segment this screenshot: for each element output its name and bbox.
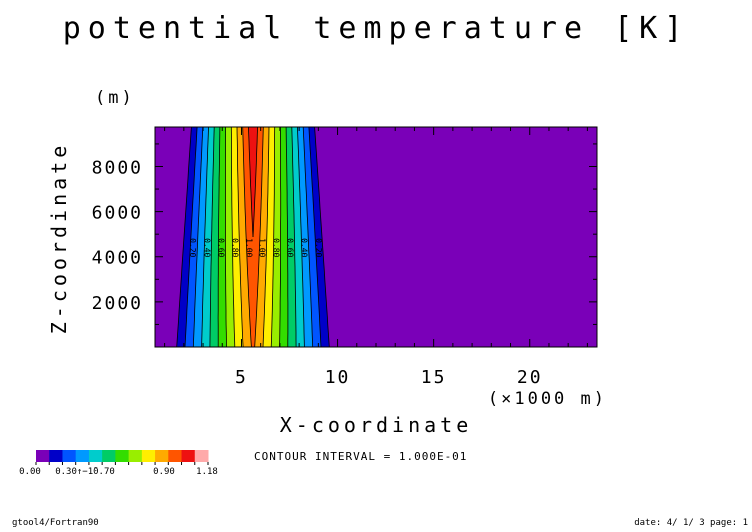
contour-line bbox=[176, 126, 192, 348]
contour-label: 0.20 bbox=[314, 238, 323, 257]
contour-label: 0.80 bbox=[230, 238, 239, 257]
contour-line bbox=[302, 126, 314, 348]
contour-label: 0.80 bbox=[272, 238, 281, 257]
colorbar-label-min: 0.00 bbox=[19, 467, 41, 477]
contour-line bbox=[254, 126, 264, 348]
y-tick-label: 6000 bbox=[92, 203, 143, 224]
contour-label: 1.00 bbox=[258, 238, 267, 257]
colorbar-swatch bbox=[128, 450, 143, 462]
colorbar-swatch bbox=[115, 450, 130, 462]
contour-line bbox=[242, 126, 252, 348]
contour-interval-text: CONTOUR INTERVAL = 1.000E-01 bbox=[254, 450, 467, 463]
y-tick-labels: 2000 4000 6000 8000 bbox=[92, 157, 143, 314]
colorbar-swatch bbox=[75, 450, 90, 462]
contour-line bbox=[291, 126, 297, 348]
contour-line bbox=[285, 126, 289, 347]
contour-line bbox=[209, 126, 215, 348]
x-tick-label: 10 bbox=[325, 367, 351, 388]
contour-line bbox=[270, 126, 276, 348]
contour-line bbox=[224, 127, 227, 348]
y-unit-label: (m) bbox=[95, 88, 135, 108]
x-tick-label: 5 bbox=[235, 367, 248, 388]
contour-line bbox=[201, 126, 209, 348]
contour-lines bbox=[176, 126, 330, 348]
contour-line bbox=[308, 126, 322, 348]
contour-line bbox=[184, 126, 198, 348]
colorbar-swatch bbox=[88, 450, 103, 462]
colorbar-swatch bbox=[181, 450, 196, 462]
colorbar-swatch bbox=[168, 450, 183, 462]
contour-label: 0.60 bbox=[216, 238, 225, 257]
axis-ticks bbox=[155, 127, 597, 347]
colorbar-label-max: 1.18 bbox=[196, 467, 218, 477]
contour-line bbox=[248, 126, 254, 238]
x-unit-label: (×1000 m) bbox=[488, 389, 607, 409]
y-axis-label: Z-coordinate bbox=[47, 142, 71, 335]
contour-label: 0.60 bbox=[286, 238, 295, 257]
contour-line bbox=[230, 126, 236, 348]
contour-line bbox=[217, 126, 221, 347]
contour-line bbox=[192, 126, 204, 348]
contour-label: 0.40 bbox=[202, 238, 211, 257]
contour-line bbox=[262, 126, 270, 348]
colorbar-swatch bbox=[155, 450, 169, 462]
chart-title: potential temperature [K] bbox=[63, 11, 690, 46]
colorbar bbox=[35, 450, 209, 465]
x-tick-labels: 5 10 15 20 bbox=[235, 367, 543, 388]
colorbar-swatch bbox=[36, 450, 50, 462]
contour-line bbox=[252, 126, 258, 238]
x-tick-label: 20 bbox=[517, 367, 543, 388]
colorbar-swatch bbox=[102, 450, 116, 462]
contour-line bbox=[279, 127, 282, 348]
x-tick-label: 15 bbox=[421, 367, 447, 388]
band-11 bbox=[248, 127, 258, 230]
contour-label: 0.20 bbox=[188, 238, 197, 257]
footer-right: date: 4/ 1/ 3 page: 1 bbox=[634, 518, 748, 528]
contour-label: 1.00 bbox=[245, 238, 254, 257]
colorbar-label-090: 0.90 bbox=[153, 467, 175, 477]
contour-labels: 0.20 0.40 0.60 0.80 1.00 1.00 0.80 0.60 0.40 0.20 bbox=[188, 238, 323, 257]
x-axis-label: X-coordinate bbox=[280, 413, 473, 437]
y-tick-label: 8000 bbox=[92, 157, 143, 178]
colorbar-swatch bbox=[62, 450, 77, 462]
contour-line bbox=[314, 126, 330, 348]
y-tick-label: 4000 bbox=[92, 248, 143, 269]
colorbar-swatch bbox=[194, 450, 209, 462]
colorbar-label-overlapped: 0.30↑−1̃0.70 bbox=[55, 467, 115, 477]
y-tick-label: 2000 bbox=[92, 293, 143, 314]
contour-label: 0.40 bbox=[300, 238, 309, 257]
contour-fill bbox=[155, 127, 597, 347]
contour-line bbox=[297, 126, 305, 348]
contour-line bbox=[236, 126, 244, 348]
colorbar-swatch bbox=[141, 450, 156, 462]
footer-left: gtool4/Fortran90 bbox=[12, 518, 99, 528]
colorbar-swatch bbox=[49, 450, 63, 462]
